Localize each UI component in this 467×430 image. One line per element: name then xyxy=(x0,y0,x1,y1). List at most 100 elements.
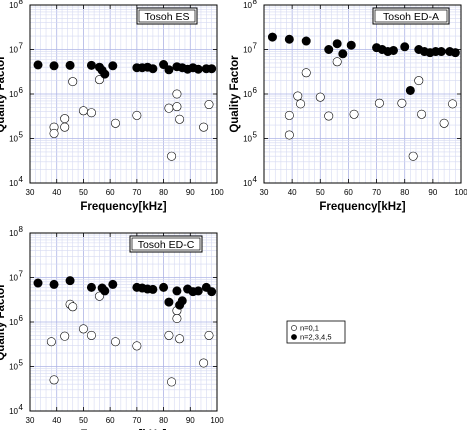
legend-label: n=2,3,4,5 xyxy=(300,333,332,342)
x-tick-label: 80 xyxy=(159,188,168,197)
x-tick-label: 80 xyxy=(159,416,168,425)
y-tick-label: 10 xyxy=(9,407,18,416)
data-point-open xyxy=(132,110,142,120)
data-point-open xyxy=(49,128,59,138)
x-tick-label: 90 xyxy=(186,188,195,197)
y-tick-exponent: 6 xyxy=(19,86,24,95)
data-point-filled xyxy=(450,48,460,58)
y-tick-label: 10 xyxy=(9,318,18,327)
x-tick-label: 70 xyxy=(372,188,381,197)
data-point-open xyxy=(204,100,214,110)
data-point-open xyxy=(175,334,185,344)
x-tick-label: 30 xyxy=(260,188,269,197)
x-tick-label: 60 xyxy=(106,188,115,197)
y-tick-exponent: 8 xyxy=(19,0,24,6)
data-point-open xyxy=(204,330,214,340)
y-axis-title: Quality Factor xyxy=(0,283,7,361)
x-tick-label: 60 xyxy=(344,188,353,197)
x-tick-label: 30 xyxy=(26,188,35,197)
data-point-open xyxy=(408,151,418,161)
y-tick-label: 10 xyxy=(9,90,18,99)
y-tick-exponent: 7 xyxy=(253,42,258,51)
data-point-filled xyxy=(436,47,446,57)
data-point-filled xyxy=(49,279,59,289)
data-point-open xyxy=(448,99,458,109)
y-axis-title: Quality Factor xyxy=(229,55,241,133)
data-point-open xyxy=(167,151,177,161)
data-point-filled xyxy=(346,40,356,50)
chart-title-box xyxy=(372,7,450,25)
data-point-filled xyxy=(148,64,158,74)
y-tick-exponent: 5 xyxy=(19,131,24,140)
chart-title-box-inner xyxy=(131,237,201,251)
data-point-filled xyxy=(338,49,348,59)
x-axis-title: Frequency[kHz] xyxy=(319,201,405,213)
data-point-open xyxy=(86,108,96,118)
chart-title: Tosoh ED-C xyxy=(138,239,195,251)
legend-marker-filled xyxy=(291,334,297,340)
data-point-filled xyxy=(108,279,118,289)
data-point-filled xyxy=(65,60,75,70)
chart-title-box xyxy=(136,7,198,25)
y-tick-exponent: 8 xyxy=(253,0,258,6)
data-point-open xyxy=(60,114,70,124)
data-point-filled xyxy=(100,286,110,296)
x-tick-label: 50 xyxy=(79,188,88,197)
data-point-filled xyxy=(33,278,43,288)
data-point-filled xyxy=(332,39,342,49)
data-point-open xyxy=(397,98,407,108)
legend: n=0,1n=2,3,4,5 xyxy=(286,320,346,344)
chart-title-box-inner xyxy=(374,9,448,23)
y-tick-label: 10 xyxy=(243,1,252,10)
data-point-filled xyxy=(49,61,59,71)
data-point-filled xyxy=(301,36,311,46)
data-point-filled xyxy=(65,276,75,286)
x-tick-label: 70 xyxy=(132,416,141,425)
data-point-filled xyxy=(207,64,217,74)
x-tick-label: 40 xyxy=(288,188,297,197)
data-point-open xyxy=(86,330,96,340)
data-point-open xyxy=(164,103,174,113)
data-point-open xyxy=(296,99,306,109)
y-tick-exponent: 5 xyxy=(253,131,258,140)
y-tick-exponent: 7 xyxy=(19,270,24,279)
data-point-open xyxy=(78,106,88,116)
data-point-filled xyxy=(172,286,182,296)
x-tick-label: 70 xyxy=(132,188,141,197)
data-point-open xyxy=(439,118,449,128)
data-point-open xyxy=(315,92,325,102)
data-point-open xyxy=(110,337,120,347)
data-point-filled xyxy=(108,61,118,71)
legend-marker-open xyxy=(291,325,297,331)
data-point-open xyxy=(175,114,185,124)
y-tick-label: 10 xyxy=(9,46,18,55)
data-point-open xyxy=(167,377,177,387)
y-tick-label: 10 xyxy=(9,179,18,188)
y-tick-label: 10 xyxy=(243,46,252,55)
data-point-open xyxy=(164,330,174,340)
x-tick-label: 80 xyxy=(400,188,409,197)
data-point-filled xyxy=(100,69,110,79)
chart-title-box xyxy=(129,235,203,253)
y-tick-label: 10 xyxy=(243,90,252,99)
y-tick-exponent: 7 xyxy=(19,42,24,51)
y-tick-exponent: 4 xyxy=(19,175,24,184)
x-axis-title: Frequency[kHz] xyxy=(80,201,166,213)
data-point-open xyxy=(78,324,88,334)
data-point-filled xyxy=(400,42,410,52)
data-point-open xyxy=(132,341,142,351)
y-tick-exponent: 8 xyxy=(19,225,24,234)
chart-title: Tosoh ED-A xyxy=(383,11,439,23)
x-tick-label: 30 xyxy=(26,416,35,425)
y-tick-exponent: 4 xyxy=(19,403,24,412)
legend-box xyxy=(286,320,346,344)
y-tick-label: 10 xyxy=(9,274,18,283)
data-point-open xyxy=(293,91,303,101)
x-tick-label: 100 xyxy=(210,416,224,425)
y-tick-label: 10 xyxy=(9,229,18,238)
x-tick-label: 100 xyxy=(454,188,467,197)
data-point-open xyxy=(374,98,384,108)
data-point-filled xyxy=(193,64,203,74)
data-point-filled xyxy=(86,60,96,70)
